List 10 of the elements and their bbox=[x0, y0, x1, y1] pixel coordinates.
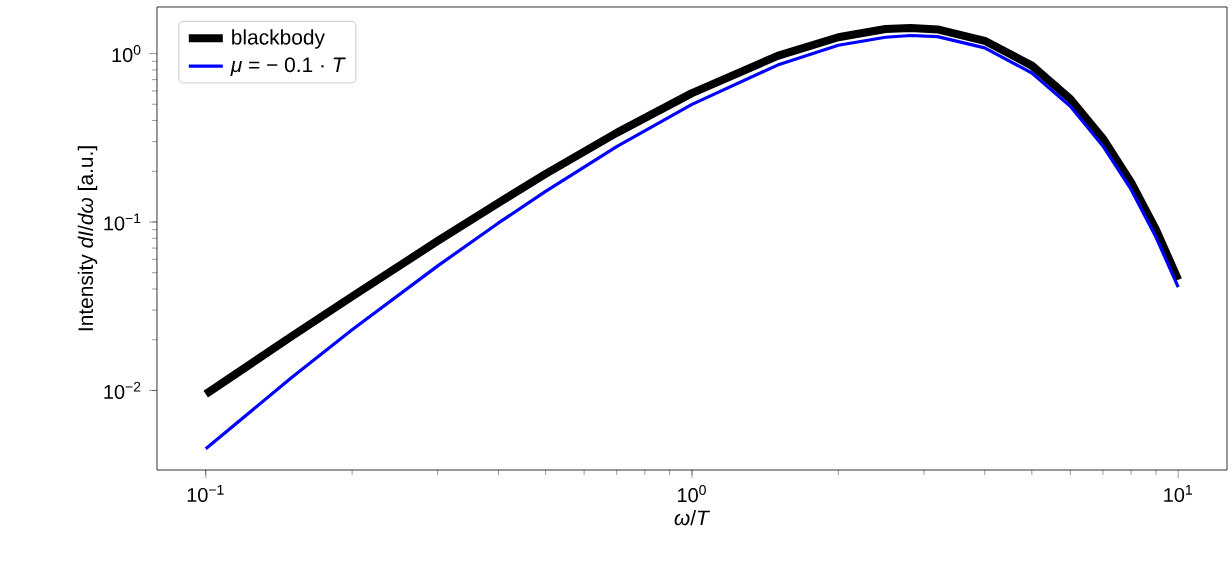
x-tick-label: 10$^{1}$ bbox=[1164, 485, 1192, 503]
legend-label: μ = − 0.1 · T bbox=[230, 57, 346, 76]
y-tick-label: 10$^{−1}$ bbox=[104, 213, 141, 231]
y-tick-label: 10$^{0}$ bbox=[112, 44, 141, 63]
y-axis-title: Intensity dI/dω [a.u.] bbox=[77, 146, 98, 331]
x-axis-title: ω/T bbox=[674, 509, 711, 526]
legend-label: blackbody bbox=[232, 29, 325, 49]
y-tick-label: 10$^{−2}$ bbox=[104, 381, 141, 400]
x-tick-label: 10$^{−1}$ bbox=[187, 485, 224, 503]
x-tick-label: 10$^{0}$ bbox=[678, 485, 706, 503]
